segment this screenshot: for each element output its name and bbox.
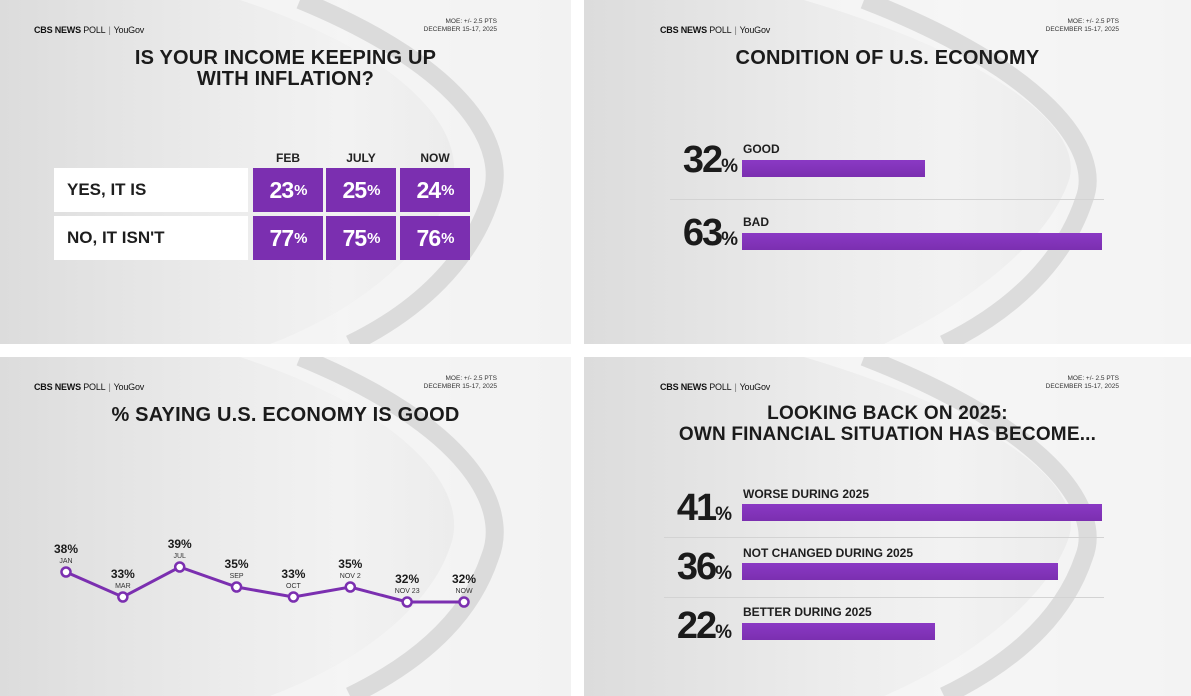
bar-label: NOT CHANGED DURING 2025 [743,546,914,560]
table-cell: 75% [326,216,396,260]
data-label: 35% [338,557,362,571]
column-header-feb: FEB [276,151,300,165]
table-cell: 25% [326,168,396,212]
row-label-yes: YES, IT IS [54,168,248,212]
moe-note: MOE: +/- 2.5 PTS DECEMBER 15-17, 2025 [1045,375,1119,390]
series-line [65,565,464,604]
brand-logo: CBS NEWS POLL | YouGov [660,25,771,35]
brand-logo: CBS NEWS POLL | YouGov [34,25,145,35]
bar-value: 63% [682,212,738,254]
tick-label: JUL [173,553,186,560]
data-point [60,566,72,578]
chart-title: LOOKING BACK ON 2025: OWN FINANCIAL SITUA… [678,403,1097,445]
data-label: 32% [452,572,476,586]
table-cell: 76% [400,216,470,260]
divider [664,537,1104,538]
tick-label: NOV 2 [340,573,361,580]
economy-condition-panel: CBS NEWS POLL | YouGov MOE: +/- 2.5 PTS DEC… [584,0,1191,344]
bar-bad [742,233,1102,250]
table-cell: 24% [400,168,470,212]
row-label-no: NO, IT ISN'T [54,216,248,260]
data-point [458,596,470,608]
chart-title: IS YOUR INCOME KEEPING UP WITH INFLATION? [134,47,437,90]
data-label: 39% [168,537,192,551]
data-point [117,591,129,603]
column-header-july: JULY [346,151,376,165]
bar-value: 32% [682,139,738,181]
tick-label: JAN [59,558,72,565]
divider [670,199,1104,200]
moe-note: MOE: +/- 2.5 PTS DECEMBER 15-17, 2025 [423,375,497,390]
bar-good [742,160,925,177]
tick-label: SEP [230,573,244,580]
bar-not-changed [742,563,1058,580]
moe-note: MOE: +/- 2.5 PTS DECEMBER 15-17, 2025 [423,18,497,33]
financial-situation-panel: CBS NEWS POLL | YouGov MOE: +/- 2.5 PTS DEC… [584,357,1191,696]
bar-label: BAD [743,215,769,229]
brand-logo: CBS NEWS POLL | YouGov [34,382,145,392]
column-header-now: NOW [420,151,450,165]
bar-label: WORSE DURING 2025 [743,487,870,501]
economy-good-trend-panel: CBS NEWS POLL | YouGov MOE: +/- 2.5 PTS DEC… [0,357,571,696]
moe-note: MOE: +/- 2.5 PTS DECEMBER 15-17, 2025 [1045,18,1119,33]
tick-label: OCT [286,583,302,590]
data-label: 33% [281,567,305,581]
bar-value: 36% [676,546,732,588]
data-label: 38% [54,542,78,556]
data-point [230,581,243,593]
divider [664,597,1104,598]
chart-title: CONDITION OF U.S. ECONOMY [735,47,1040,69]
bar-label: GOOD [743,142,780,156]
data-point [287,591,300,603]
bar-value: 22% [676,605,732,647]
data-label: 35% [225,557,249,571]
chart-title: % SAYING U.S. ECONOMY IS GOOD [111,404,460,426]
table-cell: 77% [253,216,323,260]
data-point [173,561,186,573]
line-chart: 38% JAN 33% MAR 39% JUL 35% SEP 33% OCT 35% NOV 2 32… [54,537,476,608]
data-point [344,581,357,593]
bar-better [742,623,935,640]
tick-label: NOV 23 [395,588,420,595]
data-point [401,596,413,608]
tick-label: MAR [115,583,131,590]
bar-label: BETTER DURING 2025 [743,605,872,619]
data-label: 33% [111,567,135,581]
brand-logo: CBS NEWS POLL | YouGov [660,382,771,392]
table-cell: 23% [253,168,323,212]
income-inflation-panel: CBS NEWS POLL | YouGov MOE: +/- 2.5 PTS DEC… [0,0,571,344]
tick-label: NOW [455,588,473,595]
data-label: 32% [395,572,419,586]
bar-value: 41% [676,487,732,529]
bar-worse [742,504,1102,521]
